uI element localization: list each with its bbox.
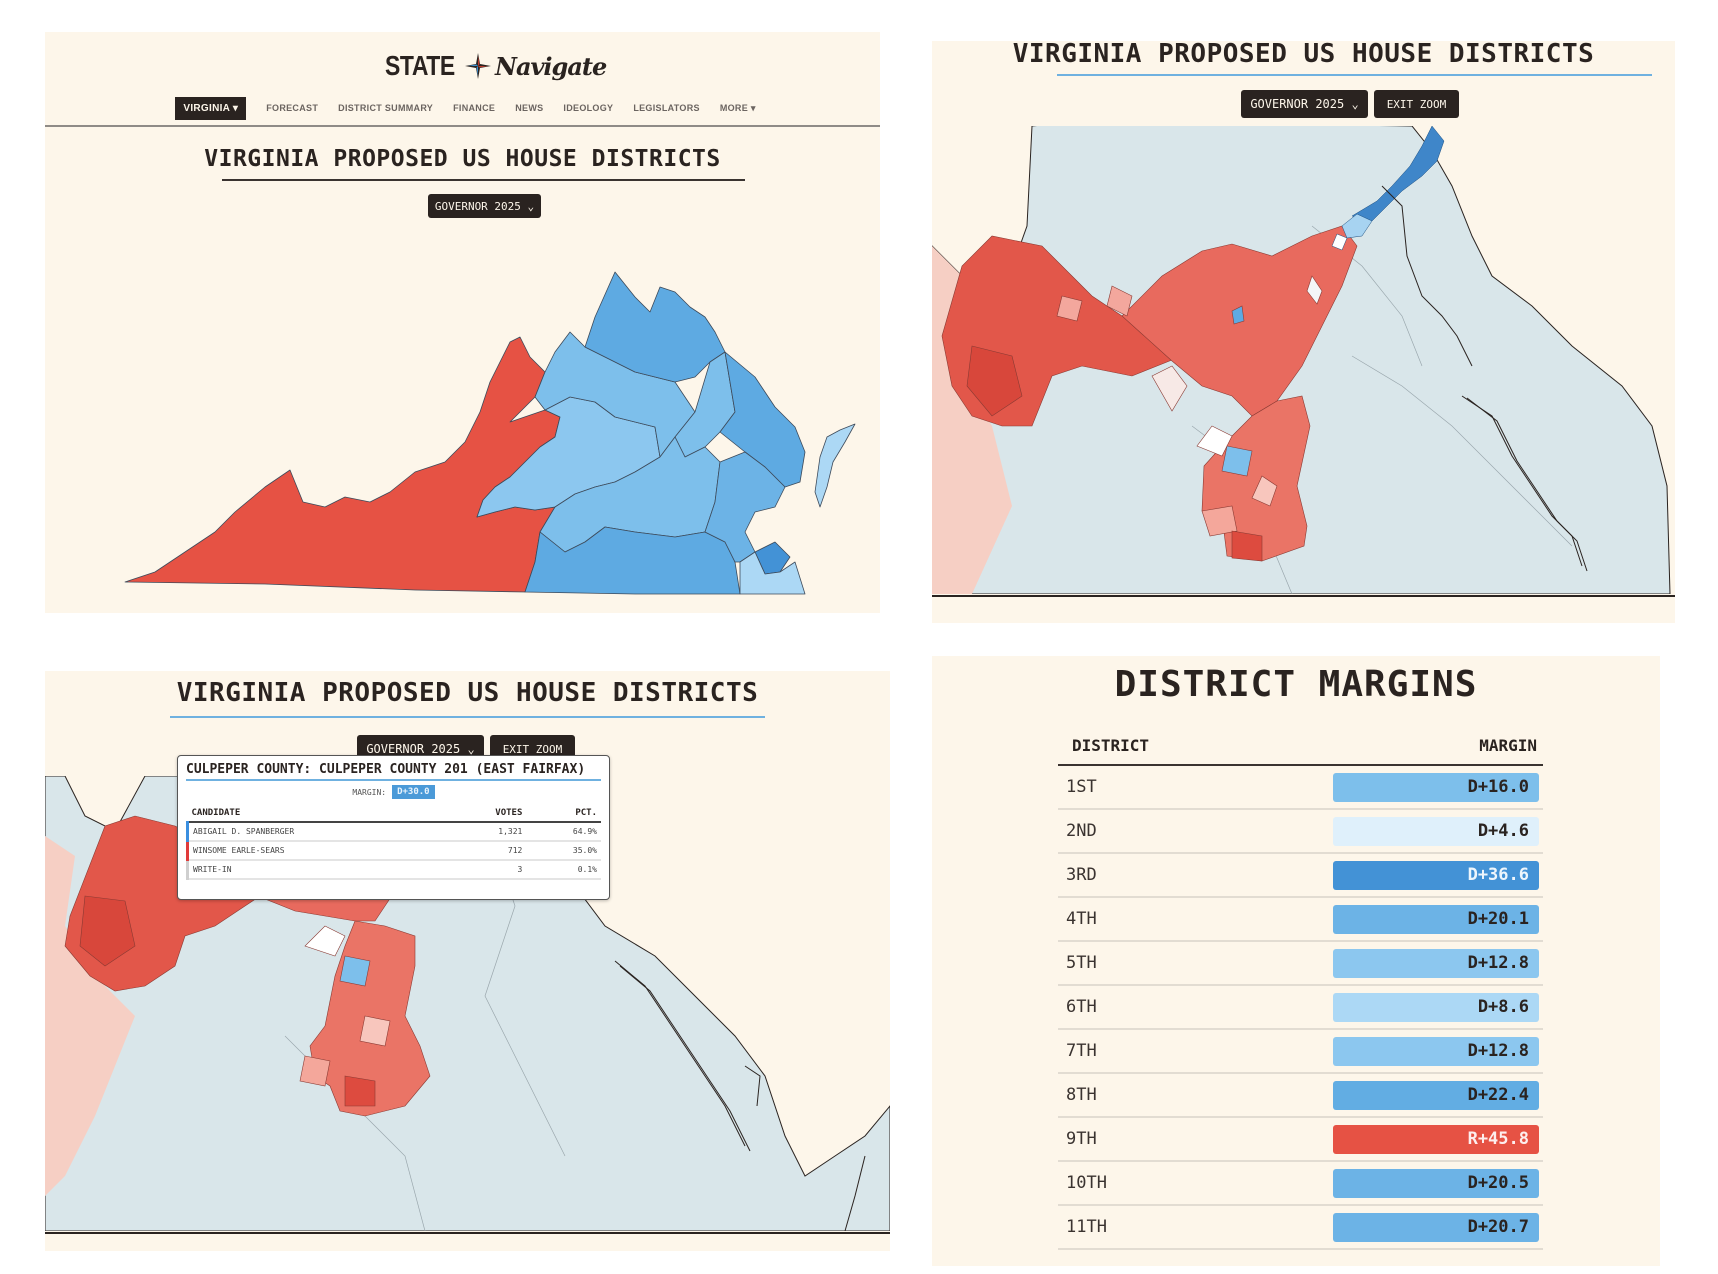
district-label: 1ST bbox=[1066, 777, 1097, 797]
tooltip-map-panel: VIRGINIA PROPOSED US HOUSE DISTRICTS bbox=[45, 671, 890, 1251]
district-label: 6TH bbox=[1066, 997, 1097, 1017]
district-row[interactable]: 2ND D+4.6 bbox=[1058, 810, 1543, 854]
statewide-map-panel: STATE Navigate VIRGINIA ▾ FORECAST DISTR… bbox=[45, 32, 880, 613]
nav-more[interactable]: MORE ▾ bbox=[719, 102, 756, 113]
margin-badge: D+22.4 bbox=[1333, 1080, 1539, 1110]
margin-badge: R+45.8 bbox=[1333, 1124, 1539, 1154]
tooltip-margin: MARGIN: D+30.0 bbox=[186, 785, 601, 799]
district-3 bbox=[704, 451, 786, 563]
exit-zoom-button[interactable]: EXIT ZOOM bbox=[1374, 90, 1459, 118]
candidate-pct: 35.0% bbox=[526, 841, 601, 861]
col-margin: MARGIN bbox=[1479, 735, 1537, 755]
nav-district-summary[interactable]: DISTRICT SUMMARY bbox=[338, 103, 434, 113]
zoomed-map-panel: VIRGINIA PROPOSED US HOUSE DISTRICTS GOV… bbox=[932, 41, 1675, 623]
logo-state-text: STATE bbox=[385, 50, 455, 81]
col-district: DISTRICT bbox=[1072, 735, 1150, 755]
election-select[interactable]: GOVERNOR 2025 ⌄ bbox=[1241, 90, 1368, 118]
district-label: 2ND bbox=[1066, 821, 1097, 841]
tooltip-margin-value: D+30.0 bbox=[392, 785, 435, 799]
district-row[interactable]: 6TH D+8.6 bbox=[1058, 986, 1543, 1030]
virginia-district-map[interactable] bbox=[115, 262, 865, 602]
district-row[interactable]: 3RD D+36.6 bbox=[1058, 854, 1543, 898]
district-label: 3RD bbox=[1066, 865, 1097, 885]
state-selector[interactable]: VIRGINIA ▾ bbox=[175, 96, 247, 120]
compass-star-icon bbox=[465, 53, 491, 79]
page-title: VIRGINIA PROPOSED US HOUSE DISTRICTS bbox=[204, 146, 721, 172]
district-label: 8TH bbox=[1066, 1085, 1097, 1105]
title-underline bbox=[170, 716, 765, 718]
district-row[interactable]: 9TH R+45.8 bbox=[1058, 1118, 1543, 1162]
district-label: 4TH bbox=[1066, 909, 1097, 929]
candidate-name: WRITE-IN bbox=[185, 860, 445, 880]
logo-navigate-text: Navigate bbox=[495, 51, 607, 81]
district-south bbox=[524, 526, 741, 595]
tooltip-title: CULPEPER COUNTY: CULPEPER COUNTY 201 (EA… bbox=[186, 762, 601, 781]
margin-badge: D+12.8 bbox=[1333, 1036, 1539, 1066]
tooltip-results-table: CANDIDATE VOTES PCT. ABIGAIL D. SPANBERG… bbox=[185, 805, 601, 880]
col-votes: VOTES bbox=[444, 805, 527, 823]
tooltip-margin-label: MARGIN: bbox=[352, 787, 387, 797]
margin-badge: D+16.0 bbox=[1333, 772, 1539, 802]
margin-badge: D+20.1 bbox=[1333, 904, 1539, 934]
district-label: 7TH bbox=[1066, 1041, 1097, 1061]
district-label: 11TH bbox=[1066, 1217, 1107, 1237]
district-label: 9TH bbox=[1066, 1129, 1097, 1149]
candidate-pct: 0.1% bbox=[526, 860, 601, 880]
margins-table-header: DISTRICT MARGIN bbox=[1058, 726, 1543, 766]
district-label: 10TH bbox=[1066, 1173, 1107, 1193]
candidate-name: ABIGAIL D. SPANBERGER bbox=[185, 822, 445, 842]
candidate-row: WRITE-IN 3 0.1% bbox=[185, 860, 601, 880]
district-row[interactable]: 4TH D+20.1 bbox=[1058, 898, 1543, 942]
margins-table: DISTRICT MARGIN 1ST D+16.0 2ND D+4.6 3RD D+36… bbox=[1058, 726, 1543, 1250]
district-row[interactable]: 11TH D+20.7 bbox=[1058, 1206, 1543, 1250]
nav-finance[interactable]: FINANCE bbox=[453, 103, 496, 113]
district-margins-panel: DISTRICT MARGINS DISTRICT MARGIN 1ST D+16… bbox=[932, 656, 1660, 1266]
district-row[interactable]: 1ST D+16.0 bbox=[1058, 766, 1543, 810]
nav-legislators[interactable]: LEGISLATORS bbox=[633, 103, 700, 113]
district-9-dimmed bbox=[45, 836, 135, 1196]
margin-badge: D+12.8 bbox=[1333, 948, 1539, 978]
title-underline bbox=[222, 179, 745, 181]
page-title: VIRGINIA PROPOSED US HOUSE DISTRICTS bbox=[176, 678, 759, 708]
district-row[interactable]: 8TH D+22.4 bbox=[1058, 1074, 1543, 1118]
nova-precinct-cluster bbox=[1351, 126, 1445, 222]
district-2 bbox=[739, 551, 806, 595]
election-select[interactable]: GOVERNOR 2025 ⌄ bbox=[428, 194, 541, 218]
zoomed-precinct-map[interactable] bbox=[932, 126, 1675, 594]
precinct-tooltip: CULPEPER COUNTY: CULPEPER COUNTY 201 (EA… bbox=[177, 755, 610, 900]
site-logo[interactable]: STATE Navigate bbox=[385, 42, 607, 90]
district-row[interactable]: 5TH D+12.8 bbox=[1058, 942, 1543, 986]
margin-badge: D+20.5 bbox=[1333, 1168, 1539, 1198]
district-row[interactable]: 7TH D+12.8 bbox=[1058, 1030, 1543, 1074]
margin-badge: D+20.7 bbox=[1333, 1212, 1539, 1242]
district-label: 5TH bbox=[1066, 953, 1097, 973]
col-candidate: CANDIDATE bbox=[187, 805, 445, 823]
candidate-votes: 3 bbox=[444, 860, 527, 880]
margin-badge: D+8.6 bbox=[1333, 992, 1539, 1022]
district-9 bbox=[124, 336, 561, 593]
map-bottom-rule bbox=[932, 595, 1675, 597]
margin-badge: D+4.6 bbox=[1333, 816, 1539, 846]
col-pct: PCT. bbox=[526, 805, 601, 823]
candidate-pct: 64.9% bbox=[526, 822, 601, 842]
district-2-eastern-shore bbox=[814, 423, 856, 508]
candidate-votes: 712 bbox=[444, 841, 527, 861]
nav-news[interactable]: NEWS bbox=[515, 103, 544, 113]
candidate-name: WINSOME EARLE-SEARS bbox=[185, 841, 445, 861]
candidate-row: ABIGAIL D. SPANBERGER 1,321 64.9% bbox=[185, 822, 601, 842]
title-underline bbox=[1057, 74, 1652, 76]
page-title: VIRGINIA PROPOSED US HOUSE DISTRICTS bbox=[1012, 41, 1595, 69]
nav-ideology[interactable]: IDEOLOGY bbox=[563, 103, 614, 113]
candidate-votes: 1,321 bbox=[444, 822, 527, 842]
nav-forecast[interactable]: FORECAST bbox=[266, 103, 319, 113]
candidate-row: WINSOME EARLE-SEARS 712 35.0% bbox=[185, 841, 601, 861]
district-row[interactable]: 10TH D+20.5 bbox=[1058, 1162, 1543, 1206]
margins-title: DISTRICT MARGINS bbox=[1114, 664, 1478, 705]
margin-badge: D+36.6 bbox=[1333, 860, 1539, 890]
nav-divider bbox=[45, 125, 880, 127]
map-bottom-rule bbox=[45, 1232, 890, 1234]
district-north bbox=[584, 271, 726, 383]
main-nav: VIRGINIA ▾ FORECAST DISTRICT SUMMARY FIN… bbox=[45, 96, 880, 120]
